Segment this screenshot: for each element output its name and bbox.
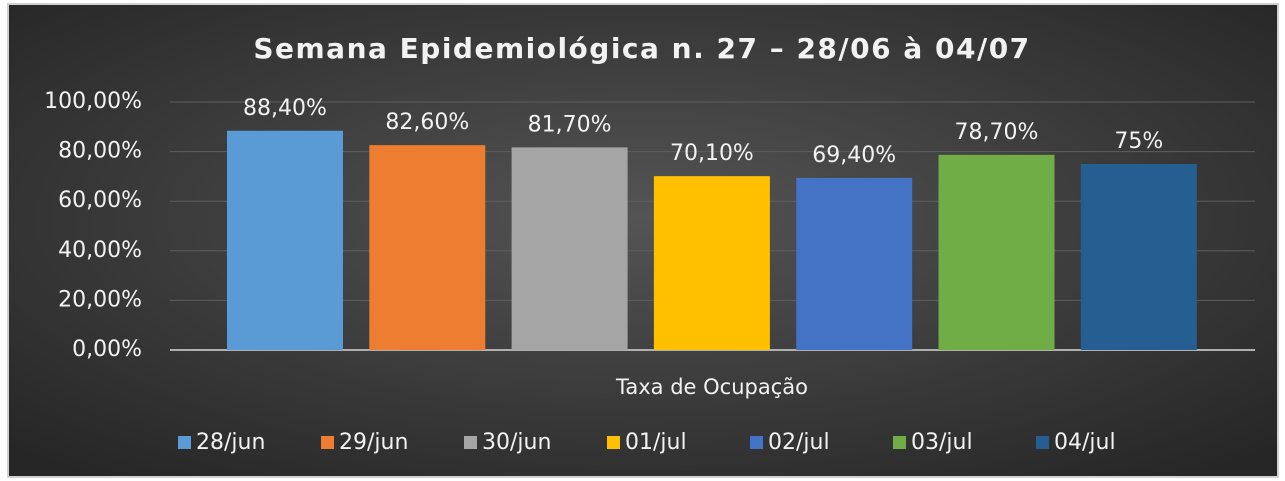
value-label: 75% xyxy=(1114,129,1163,154)
legend-swatch xyxy=(464,436,477,449)
bar xyxy=(369,145,486,350)
bar xyxy=(653,176,770,350)
value-label: 88,40% xyxy=(243,96,327,121)
legend-label: 01/jul xyxy=(625,430,687,455)
y-tick-label: 0,00% xyxy=(72,337,142,362)
value-label: 81,70% xyxy=(528,112,612,137)
legend-label: 30/jun xyxy=(482,430,551,455)
y-tick-label: 100,00% xyxy=(44,89,142,114)
legend-label: 03/jul xyxy=(911,430,973,455)
bar xyxy=(796,177,913,350)
bar xyxy=(511,147,628,350)
legend-label: 29/jun xyxy=(339,430,408,455)
x-tick-label: Taxa de Ocupação xyxy=(615,375,808,399)
y-tick-label: 20,00% xyxy=(58,287,142,312)
y-tick-label: 60,00% xyxy=(58,188,142,213)
legend-swatch xyxy=(607,436,620,449)
value-label: 70,10% xyxy=(670,141,754,166)
legend-swatch xyxy=(893,436,906,449)
chart-title: Semana Epidemiológica n. 27 – 28/06 à 04… xyxy=(253,32,1030,65)
y-tick-label: 80,00% xyxy=(58,139,142,164)
value-label: 78,70% xyxy=(955,120,1039,145)
legend-swatch xyxy=(178,436,191,449)
legend-swatch xyxy=(1036,436,1049,449)
legend-swatch xyxy=(750,436,763,449)
bar xyxy=(1080,164,1197,350)
bar xyxy=(227,130,343,350)
value-label: 82,60% xyxy=(385,110,469,135)
legend-swatch xyxy=(321,436,334,449)
legend-label: 02/jul xyxy=(768,430,830,455)
legend-label: 28/jun xyxy=(196,430,265,455)
bar xyxy=(938,154,1055,350)
y-tick-label: 40,00% xyxy=(58,238,142,263)
value-label: 69,40% xyxy=(812,143,896,168)
chart-background xyxy=(7,3,1279,478)
legend-label: 04/jul xyxy=(1054,430,1116,455)
